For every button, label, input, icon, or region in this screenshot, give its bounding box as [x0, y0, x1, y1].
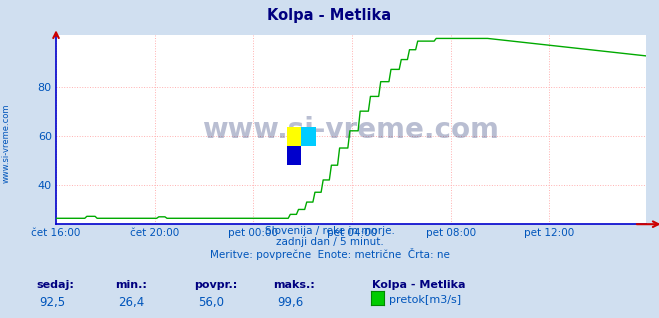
- Text: Kolpa - Metlika: Kolpa - Metlika: [268, 8, 391, 23]
- Text: Kolpa - Metlika: Kolpa - Metlika: [372, 280, 466, 290]
- Text: www.si-vreme.com: www.si-vreme.com: [2, 103, 11, 183]
- Text: povpr.:: povpr.:: [194, 280, 238, 290]
- Text: 99,6: 99,6: [277, 296, 303, 309]
- Text: maks.:: maks.:: [273, 280, 315, 290]
- Text: www.si-vreme.com: www.si-vreme.com: [202, 115, 500, 144]
- Bar: [287, 146, 302, 165]
- Text: Meritve: povprečne  Enote: metrične  Črta: ne: Meritve: povprečne Enote: metrične Črta:…: [210, 248, 449, 260]
- Bar: [287, 127, 302, 146]
- Text: sedaj:: sedaj:: [36, 280, 74, 290]
- Text: zadnji dan / 5 minut.: zadnji dan / 5 minut.: [275, 237, 384, 247]
- Bar: [302, 127, 316, 146]
- Text: 56,0: 56,0: [198, 296, 223, 309]
- Text: Slovenija / reke in morje.: Slovenija / reke in morje.: [264, 226, 395, 236]
- Text: 26,4: 26,4: [119, 296, 145, 309]
- Bar: [302, 146, 316, 165]
- Text: 92,5: 92,5: [40, 296, 66, 309]
- Text: pretok[m3/s]: pretok[m3/s]: [389, 295, 461, 305]
- Text: min.:: min.:: [115, 280, 147, 290]
